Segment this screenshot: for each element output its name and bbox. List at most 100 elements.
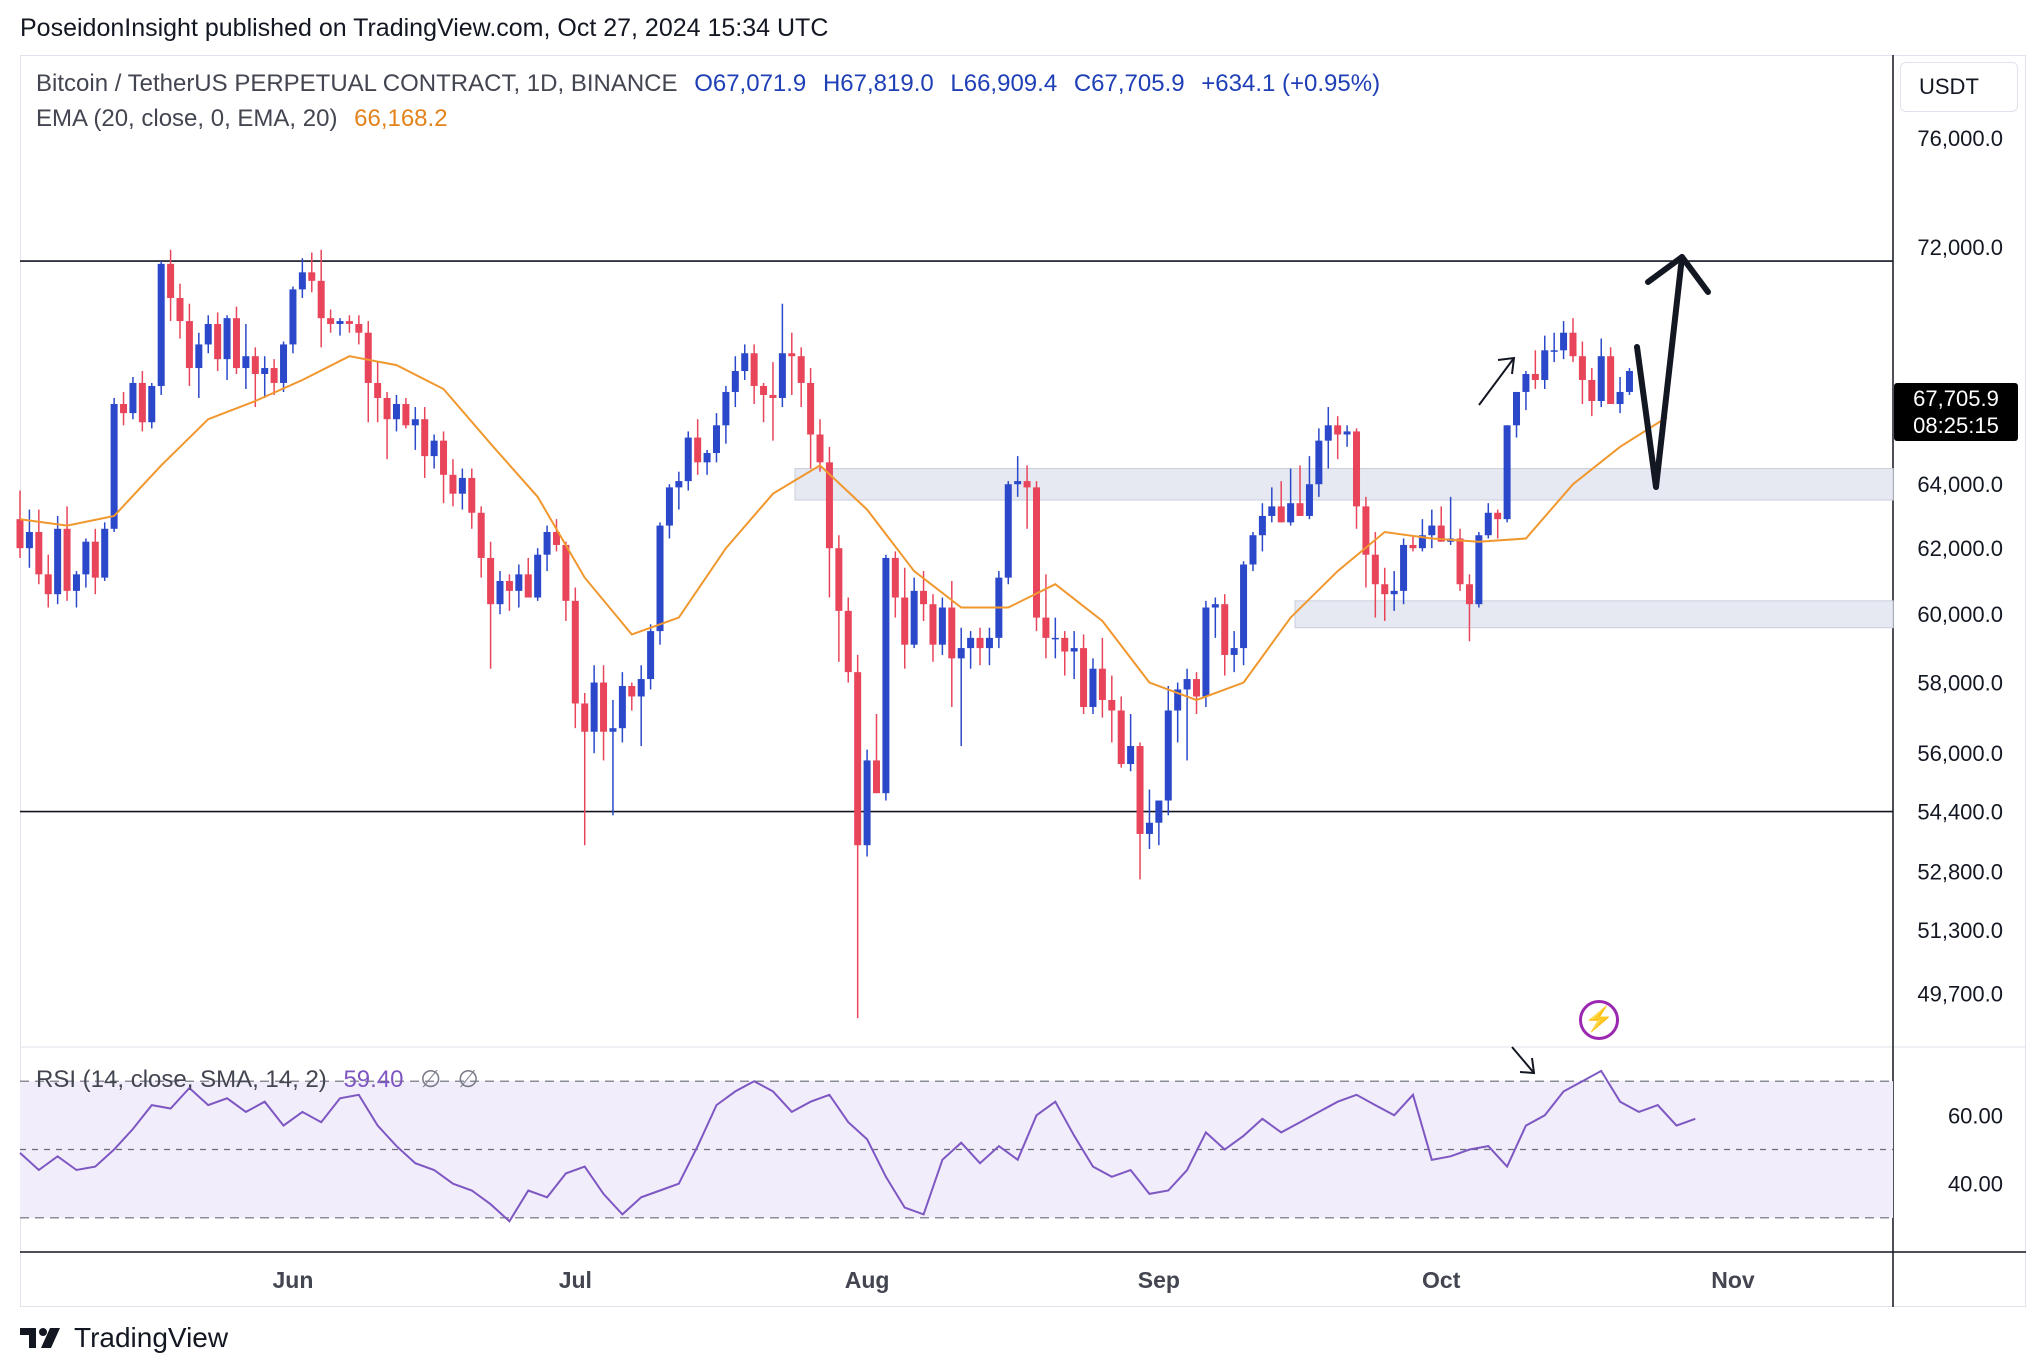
candle-body — [195, 344, 203, 369]
candle-body — [1428, 525, 1436, 536]
candle-body — [261, 368, 269, 375]
price-tick-label: 52,800.0 — [1917, 860, 2003, 885]
candle-body — [317, 280, 325, 319]
candle-body — [1268, 506, 1276, 516]
candle-body — [1522, 374, 1530, 392]
candle-body — [101, 528, 109, 578]
lightning-icon[interactable]: ⚡ — [1579, 1000, 1619, 1040]
candle-body — [938, 607, 946, 645]
candle-body — [1437, 525, 1445, 542]
candle-body — [440, 440, 448, 475]
candle-body — [581, 703, 589, 732]
rsi-null-value: ∅ — [420, 1066, 442, 1093]
candle-body — [280, 344, 288, 383]
candle-body — [1607, 356, 1615, 405]
candle-body — [129, 382, 137, 414]
candle-body — [675, 481, 683, 488]
candle-body — [421, 419, 429, 457]
last-price-value: 67,705.9 — [1913, 386, 1999, 411]
candle-body — [35, 532, 43, 575]
price-tick-label: 51,300.0 — [1917, 918, 2003, 943]
candle-body — [336, 321, 344, 324]
candle-body — [985, 637, 993, 649]
candle-body — [1390, 590, 1398, 595]
candle-body — [214, 323, 222, 360]
open-value: O67,071.9 — [694, 70, 807, 97]
candle-body — [1023, 481, 1031, 488]
candle-body — [1296, 503, 1304, 516]
candle-body — [816, 434, 824, 463]
candle-body — [863, 760, 871, 846]
candle-body — [1042, 617, 1050, 638]
candle-body — [355, 323, 363, 333]
ema-legend[interactable]: EMA (20, close, 0, EMA, 20) 66,168.2 — [36, 105, 458, 133]
candle-body — [1597, 356, 1605, 402]
candle-body — [628, 686, 636, 697]
candle-body — [684, 437, 692, 482]
candle-body — [1334, 425, 1342, 435]
candle-body — [468, 477, 476, 513]
symbol-name[interactable]: Bitcoin / TetherUS PERPETUAL CONTRACT, 1… — [36, 70, 678, 97]
candle-body — [1098, 668, 1106, 700]
candle-body — [1155, 800, 1163, 823]
candle-body — [1625, 371, 1633, 392]
candle-body — [1211, 604, 1219, 608]
time-tick-label: Oct — [1422, 1267, 1461, 1293]
candle-body — [402, 404, 410, 426]
candle-body — [54, 528, 62, 595]
candle-body — [364, 332, 372, 383]
ema-line — [19, 355, 1668, 702]
candle-body — [844, 610, 852, 673]
candle-body — [1513, 391, 1521, 426]
candle-body — [562, 544, 570, 601]
candle-body — [185, 321, 193, 369]
candle-body — [477, 512, 485, 558]
candle-body — [976, 637, 984, 649]
tradingview-wordmark: TradingView — [74, 1322, 229, 1353]
candle-body — [1193, 679, 1201, 697]
candle-body — [590, 682, 598, 732]
candle-body — [1277, 506, 1285, 523]
candle-body — [835, 548, 843, 611]
candle-body — [515, 574, 523, 591]
candle-body — [327, 318, 335, 324]
candle-body — [1136, 746, 1144, 834]
candle-body — [120, 404, 128, 414]
candle-body — [1258, 515, 1266, 536]
last-price-tag: 67,705.9 08:25:15 — [1894, 383, 2018, 441]
candle-body — [289, 289, 297, 345]
candle-body — [496, 580, 504, 605]
candle-body — [44, 574, 52, 595]
candle-body — [72, 574, 80, 591]
candle-body — [825, 462, 833, 549]
candle-body — [167, 263, 175, 298]
candle-body — [1456, 538, 1464, 585]
symbol-legend: Bitcoin / TetherUS PERPETUAL CONTRACT, 1… — [36, 70, 1390, 98]
candle-body — [82, 541, 90, 575]
time-tick-label: Jun — [273, 1267, 314, 1293]
candle-body — [1070, 648, 1078, 652]
candle-body — [148, 385, 156, 423]
candle-body — [1033, 487, 1041, 618]
candle-body — [769, 394, 777, 398]
candle-body — [872, 760, 880, 794]
candle-body — [910, 590, 918, 645]
candle-body — [251, 356, 259, 375]
change-value: +634.1 (+0.95%) — [1201, 70, 1381, 97]
candle-body — [948, 607, 956, 659]
candle-body — [778, 353, 786, 398]
candle-body — [1569, 332, 1577, 357]
currency-button[interactable]: USDT — [1900, 62, 2018, 112]
candle-body — [487, 557, 495, 605]
rsi-legend[interactable]: RSI (14, close, SMA, 14, 2) 59.40 ∅ ∅ — [36, 1065, 489, 1094]
candle-body — [797, 356, 805, 383]
candle-body — [609, 728, 617, 732]
candle-body — [1183, 679, 1191, 690]
candle-body — [722, 391, 730, 426]
candle-body — [929, 604, 937, 645]
candle-body — [1324, 425, 1332, 441]
candle-body — [788, 353, 796, 357]
candle-body — [920, 590, 928, 605]
rsi-line — [19, 1069, 1696, 1223]
